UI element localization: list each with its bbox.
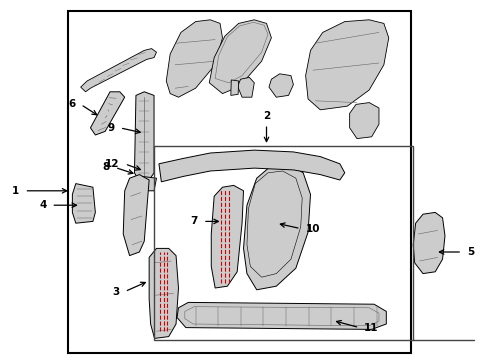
Polygon shape [137, 176, 156, 191]
Bar [68, 11, 410, 353]
Polygon shape [90, 92, 124, 135]
Polygon shape [123, 175, 149, 256]
Polygon shape [159, 150, 344, 182]
Text: 2: 2 [263, 111, 269, 121]
Polygon shape [349, 103, 378, 139]
Polygon shape [149, 248, 178, 338]
Polygon shape [177, 302, 386, 329]
Text: 4: 4 [39, 200, 46, 210]
Polygon shape [305, 20, 388, 110]
Polygon shape [209, 20, 271, 94]
Text: 3: 3 [112, 287, 120, 297]
Polygon shape [81, 49, 156, 92]
Text: 8: 8 [102, 162, 110, 172]
Polygon shape [237, 77, 254, 97]
Polygon shape [211, 185, 243, 288]
Polygon shape [166, 20, 222, 97]
Polygon shape [243, 164, 310, 290]
Text: 5: 5 [466, 247, 473, 257]
Polygon shape [134, 92, 154, 182]
Polygon shape [268, 74, 293, 97]
Polygon shape [230, 80, 238, 95]
Text: 1: 1 [12, 186, 20, 196]
Text: 12: 12 [105, 159, 120, 169]
Text: 9: 9 [107, 123, 115, 133]
Text: 7: 7 [190, 216, 198, 226]
Text: 10: 10 [305, 224, 320, 234]
Text: 11: 11 [364, 323, 378, 333]
Text: 6: 6 [68, 99, 76, 109]
Polygon shape [72, 184, 95, 223]
Polygon shape [412, 212, 444, 274]
